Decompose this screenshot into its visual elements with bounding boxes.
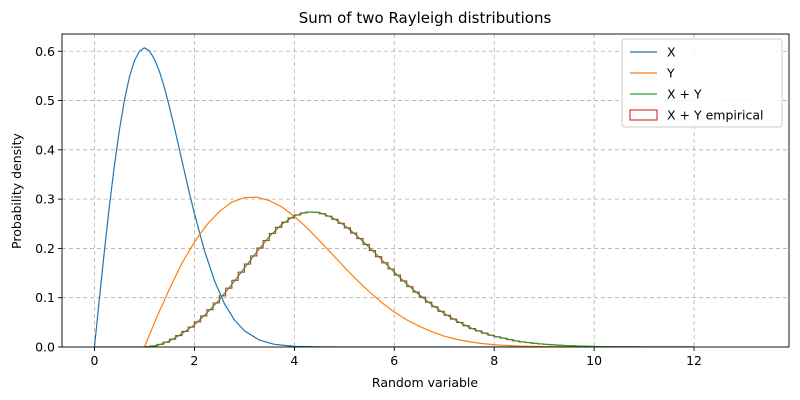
y-axis-label: Probability density — [9, 132, 24, 248]
legend-label-x-y-empirical: X + Y empirical — [667, 108, 763, 123]
y-tick-label: 0.2 — [35, 241, 55, 256]
legend-label-y: Y — [666, 66, 675, 81]
y-tick-label: 0.0 — [35, 340, 55, 355]
series-layer — [93, 47, 695, 347]
x-tick-label: 0 — [91, 353, 99, 368]
y-tick-label: 0.4 — [35, 142, 55, 157]
y-tick-label: 0.6 — [35, 44, 55, 59]
y-axis: 0.0 0.1 0.2 0.3 0.4 0.5 0.6 — [35, 44, 62, 355]
legend: XY X + Y X + Y empirical — [621, 38, 783, 128]
x-tick-label: 12 — [686, 353, 702, 368]
plot-frame — [61, 33, 790, 348]
x-tick-label: 6 — [390, 353, 398, 368]
x-tick-label: 2 — [190, 353, 198, 368]
y-tick-label: 0.5 — [35, 93, 55, 108]
x-tick-label: 4 — [290, 353, 298, 368]
y-tick-label: 0.1 — [35, 290, 55, 305]
x-axis-label: Random variable — [372, 375, 478, 390]
legend-box — [621, 38, 783, 128]
series-y-line — [143, 196, 695, 347]
x-tick-label: 10 — [586, 353, 602, 368]
legend-swatch-x-y-empirical — [629, 109, 658, 121]
legend-label-x-y: X + Y — [667, 87, 702, 102]
x-tick-label: 8 — [490, 353, 498, 368]
series-x-y-line — [94, 211, 695, 347]
y-tick-label: 0.3 — [35, 192, 55, 207]
x-axis: 0 2 4 6 8 10 12 — [91, 347, 702, 368]
chart-title: Sum of two Rayleigh distributions — [299, 9, 552, 27]
series-x-line — [93, 47, 695, 347]
legend-label-x: X — [667, 45, 676, 60]
